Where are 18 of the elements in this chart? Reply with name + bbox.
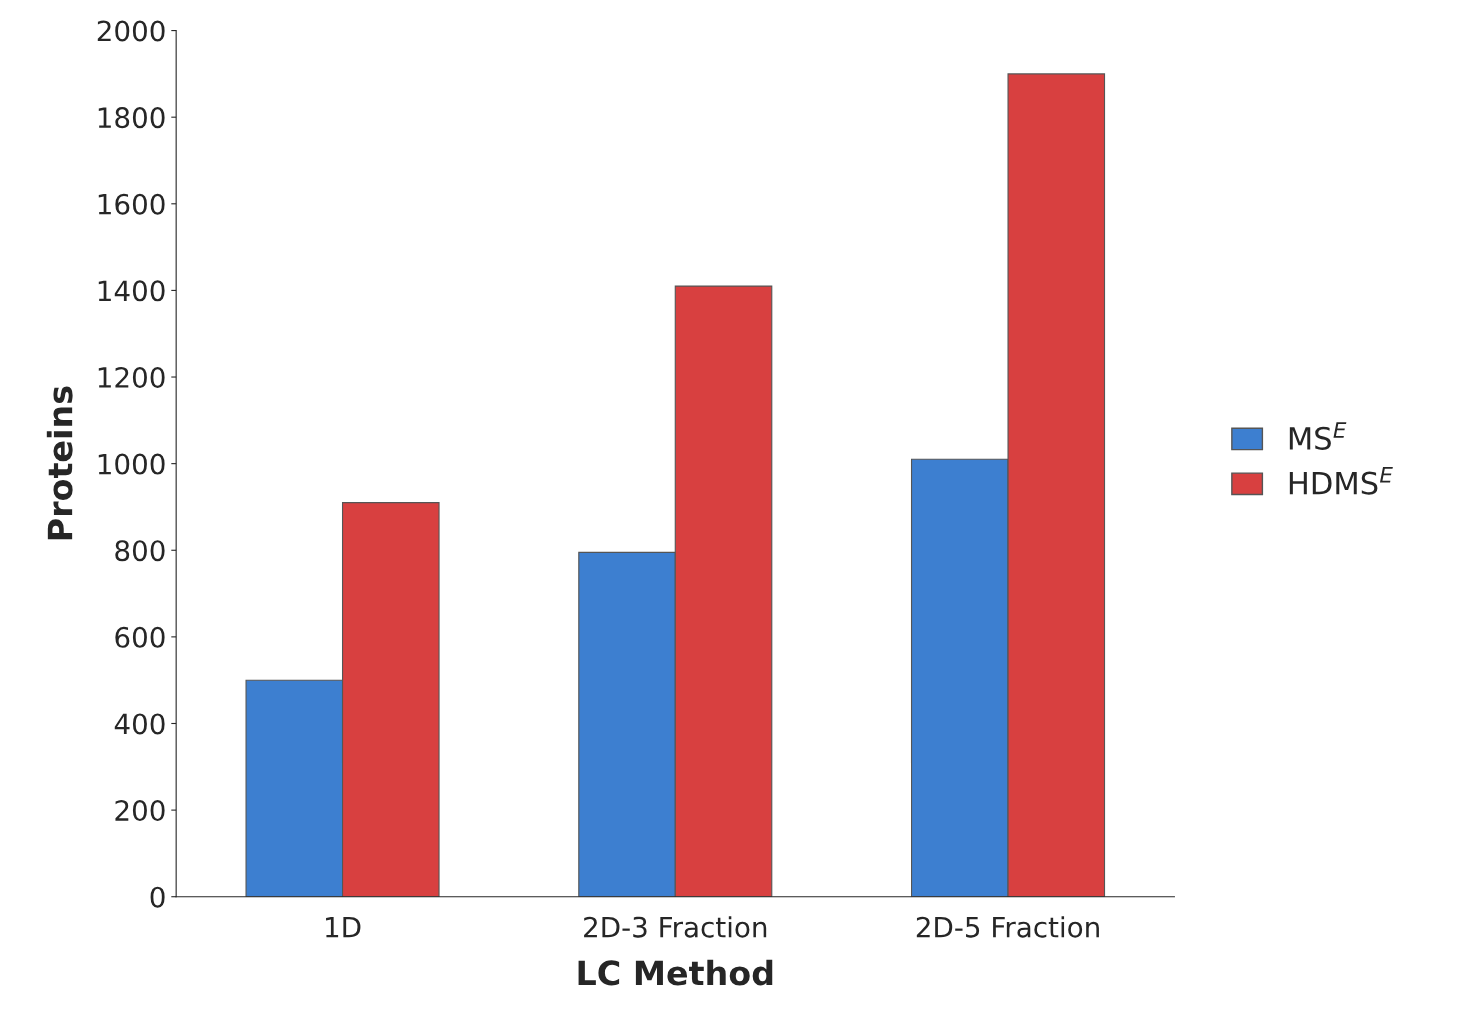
y-axis-title: Proteins bbox=[46, 386, 73, 540]
x-tick-label: 2D-3 Fraction bbox=[584, 916, 767, 938]
y-tick-label: 1200 bbox=[98, 366, 165, 388]
y-tick-label: 1800 bbox=[98, 107, 165, 129]
y-tick-label: 2000 bbox=[97, 20, 165, 42]
x-tick-label: 1D bbox=[326, 917, 361, 938]
y-tick-label: 0 bbox=[150, 886, 165, 908]
y-tick-label: 1600 bbox=[98, 193, 165, 215]
y-tick-label: 1000 bbox=[98, 453, 165, 475]
x-tick-label: 2D-5 Fraction bbox=[916, 916, 1099, 938]
y-tick-label: 400 bbox=[114, 713, 165, 735]
y-tick-label: 200 bbox=[115, 800, 165, 822]
x-axis-title: LC Method bbox=[578, 959, 773, 986]
legend-label: HDMS$^{E}$ bbox=[1289, 467, 1393, 495]
y-tick-label: 600 bbox=[115, 626, 165, 648]
y-tick-label: 800 bbox=[115, 540, 165, 562]
y-tick-label: 1400 bbox=[98, 280, 165, 302]
legend-label: MS$^{E}$ bbox=[1289, 422, 1347, 450]
